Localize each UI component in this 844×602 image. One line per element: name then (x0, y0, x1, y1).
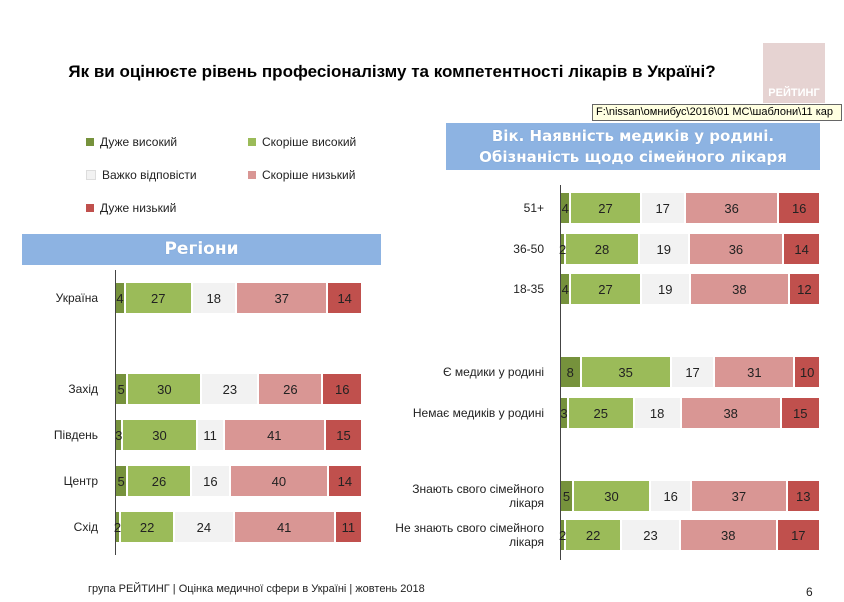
bar-segment: 36 (689, 234, 785, 264)
bar-segment: 13 (787, 481, 821, 511)
bar-segment: 27 (571, 274, 642, 304)
legend-label: Дуже низький (100, 201, 177, 215)
bar-segment: 3 (560, 398, 569, 428)
bar-segment: 3 (115, 420, 124, 450)
bar-segment: 19 (639, 234, 690, 264)
regions-header: Регіони (22, 234, 381, 265)
bar-segment: 11 (335, 512, 363, 542)
bar-segment: 30 (128, 374, 203, 404)
legend-swatch (248, 138, 256, 146)
bar-segment: 37 (692, 481, 788, 511)
bar-segment: 8 (561, 357, 582, 387)
logo-text: РЕЙТИНГ (768, 87, 820, 99)
bar-segment: 17 (671, 357, 716, 387)
category-label: Україна (55, 291, 98, 305)
category-label: Не знають свого сімейного лікаря (395, 521, 544, 549)
category-label: Центр (63, 474, 98, 488)
bar-segment: 22 (120, 512, 176, 542)
bar-segment: 35 (581, 357, 672, 387)
bar-segment: 41 (224, 420, 326, 450)
bar-segment: 5 (116, 466, 129, 496)
bar-segment: 12 (789, 274, 821, 304)
category-label: Захід (68, 382, 98, 396)
bar-segment: 18 (634, 398, 682, 428)
category-label: Схід (73, 520, 98, 534)
file-path-tooltip: F:\nissan\омнибус\2016\01 МС\шаблони\11 … (592, 104, 842, 121)
bar-segment: 23 (622, 520, 681, 550)
bar-segment: 23 (202, 374, 260, 404)
footer: група РЕЙТИНГ | Оцінка медичної сфери в … (88, 583, 425, 595)
bar-segment: 2 (559, 520, 566, 550)
chart-axis (560, 185, 561, 560)
bar-segment: 27 (571, 193, 642, 223)
bar-segment: 17 (777, 520, 821, 550)
bar-segment: 5 (116, 374, 129, 404)
bar-segment: 27 (125, 283, 193, 313)
bar-segment: 38 (691, 274, 790, 304)
legend-label: Дуже високий (100, 135, 178, 149)
category-label: 36-50 (513, 242, 544, 256)
bar-segment: 15 (325, 420, 363, 450)
age-header-line2: Обізнаність щодо сімейного лікаря (479, 148, 787, 166)
bar-segment: 17 (641, 193, 686, 223)
bar-segment: 25 (568, 398, 635, 428)
rating-logo: РЕЙТИНГ (763, 43, 825, 103)
bar-segment: 11 (197, 420, 225, 450)
bar-segment: 4 (116, 283, 126, 313)
bar-segment: 37 (237, 283, 329, 313)
bar-segment: 16 (651, 481, 693, 511)
bar-segment: 26 (259, 374, 324, 404)
bar-segment: 4 (561, 274, 572, 304)
bar-segment: 4 (561, 193, 572, 223)
bar-segment: 14 (328, 466, 363, 496)
legend-item: Скоріше низький (248, 168, 355, 182)
bar-segment: 41 (234, 512, 336, 542)
category-label: 51+ (523, 201, 544, 215)
category-label: 18-35 (513, 282, 544, 296)
bar-segment: 19 (641, 274, 691, 304)
category-label: Немає медиків у родині (412, 406, 544, 420)
category-label: Знають свого сімейного лікаря (412, 482, 544, 510)
legend-item: Дуже високий (86, 135, 177, 149)
bar-segment: 5 (561, 481, 574, 511)
bar-segment: 16 (191, 466, 231, 496)
legend-swatch (248, 171, 256, 179)
category-label: Південь (53, 428, 98, 442)
bar-segment: 31 (715, 357, 796, 387)
category-label: Є медики у родині (442, 365, 544, 379)
legend-label: Важко відповісти (102, 168, 197, 182)
bar-segment: 15 (781, 398, 821, 428)
bar-segment: 14 (328, 283, 363, 313)
page-number: 6 (806, 585, 813, 599)
bar-segment: 22 (566, 520, 623, 550)
bar-segment: 2 (559, 234, 567, 264)
legend-label: Скоріше низький (262, 168, 356, 182)
bar-segment: 16 (323, 374, 363, 404)
page-title: Як ви оцінюєте рівень професіоналізму та… (68, 62, 716, 81)
bar-segment: 18 (192, 283, 238, 313)
bar-segment: 14 (784, 234, 821, 264)
bar-segment: 10 (795, 357, 821, 387)
bar-segment: 36 (685, 193, 780, 223)
legend-item: Скоріше високий (248, 135, 356, 149)
bar-segment: 38 (681, 398, 782, 428)
legend-swatch (86, 138, 94, 146)
bar-segment: 38 (680, 520, 778, 550)
legend-item: Дуже низький (86, 201, 176, 215)
bar-segment: 26 (128, 466, 192, 496)
legend-swatch (86, 204, 94, 212)
bar-segment: 16 (779, 193, 821, 223)
bar-segment: 30 (573, 481, 652, 511)
legend-item: Важко відповісти (86, 168, 197, 182)
legend-swatch (86, 170, 96, 180)
age-header-line1: Вік. Наявність медиків у родині. (491, 127, 775, 145)
bar-segment: 24 (175, 512, 235, 542)
chart-axis (115, 270, 116, 555)
age-header: Вік. Наявність медиків у родині. Обізнан… (446, 123, 820, 170)
bar-segment: 28 (566, 234, 640, 264)
legend-label: Скоріше високий (262, 135, 357, 149)
bar-segment: 2 (114, 512, 121, 542)
bar-segment: 30 (123, 420, 198, 450)
bar-segment: 40 (230, 466, 329, 496)
